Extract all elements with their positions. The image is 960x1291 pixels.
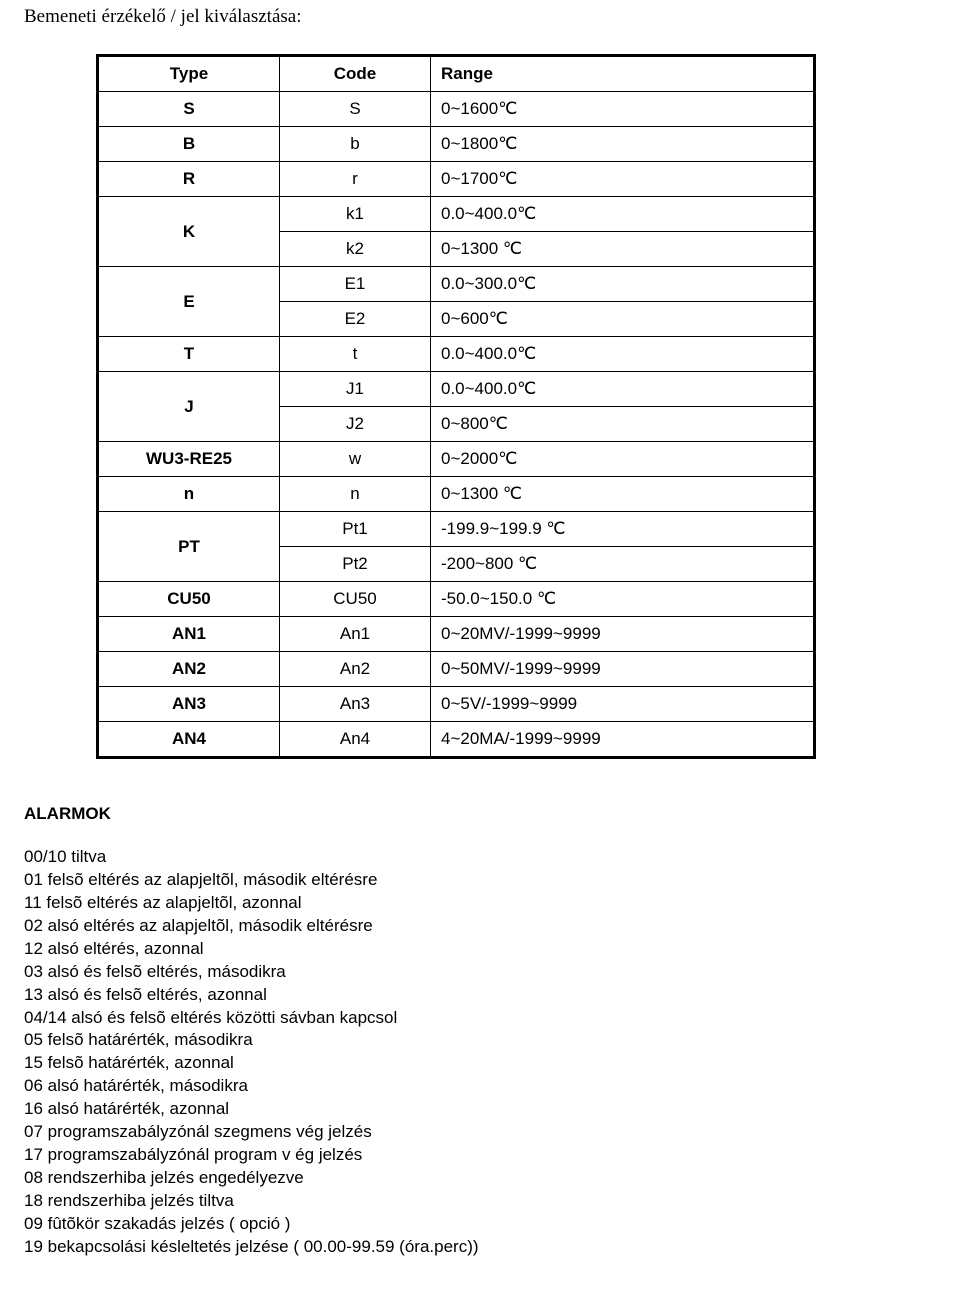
cell-range: 0~600℃ — [431, 302, 815, 337]
cell-range: 0~1300 ℃ — [431, 477, 815, 512]
cell-code: An2 — [280, 652, 431, 687]
cell-type: AN2 — [98, 652, 280, 687]
table-header-range: Range — [431, 56, 815, 92]
cell-code: J1 — [280, 372, 431, 407]
cell-code: An3 — [280, 687, 431, 722]
cell-range: 0~2000℃ — [431, 442, 815, 477]
cell-type: PT — [98, 512, 280, 582]
table-row: AN3An30~5V/-1999~9999 — [98, 687, 815, 722]
cell-type: AN3 — [98, 687, 280, 722]
alarm-line: 08 rendszerhiba jelzés engedélyezve — [24, 1167, 936, 1190]
cell-range: 0~20MV/-1999~9999 — [431, 617, 815, 652]
cell-type: J — [98, 372, 280, 442]
cell-range: 0~1300 ℃ — [431, 232, 815, 267]
cell-type: CU50 — [98, 582, 280, 617]
table-header-type: Type — [98, 56, 280, 92]
cell-code: n — [280, 477, 431, 512]
cell-range: 0~1800℃ — [431, 127, 815, 162]
table-row: WU3-RE25w0~2000℃ — [98, 442, 815, 477]
cell-code: E2 — [280, 302, 431, 337]
sensor-table-wrap: TypeCodeRangeSS0~1600℃Bb0~1800℃Rr0~1700℃… — [96, 54, 816, 759]
alarm-line: 02 alsó eltérés az alapjeltõl, második e… — [24, 915, 936, 938]
alarm-line: 03 alsó és felsõ eltérés, másodikra — [24, 961, 936, 984]
cell-type: WU3-RE25 — [98, 442, 280, 477]
cell-code: t — [280, 337, 431, 372]
cell-code: r — [280, 162, 431, 197]
cell-range: 0~1600℃ — [431, 92, 815, 127]
cell-range: -200~800 ℃ — [431, 547, 815, 582]
cell-range: 0~1700℃ — [431, 162, 815, 197]
table-row: AN2An20~50MV/-1999~9999 — [98, 652, 815, 687]
cell-range: 0.0~400.0℃ — [431, 197, 815, 232]
cell-code: J2 — [280, 407, 431, 442]
table-row: EE10.0~300.0℃ — [98, 267, 815, 302]
alarm-line: 06 alsó határérték, másodikra — [24, 1075, 936, 1098]
cell-code: An1 — [280, 617, 431, 652]
cell-range: 4~20MA/-1999~9999 — [431, 722, 815, 758]
cell-code: An4 — [280, 722, 431, 758]
cell-type: T — [98, 337, 280, 372]
alarm-line: 12 alsó eltérés, azonnal — [24, 938, 936, 961]
alarm-line: 16 alsó határérték, azonnal — [24, 1098, 936, 1121]
cell-type: B — [98, 127, 280, 162]
lead-text: Bemeneti érzékelő / jel kiválasztása: — [24, 6, 936, 28]
cell-type: E — [98, 267, 280, 337]
cell-range: 0.0~400.0℃ — [431, 372, 815, 407]
table-header-row: TypeCodeRange — [98, 56, 815, 92]
alarms-title: ALARMOK — [24, 803, 936, 826]
cell-code: k1 — [280, 197, 431, 232]
cell-code: k2 — [280, 232, 431, 267]
cell-code: b — [280, 127, 431, 162]
alarm-line: 19 bekapcsolási késleltetés jelzése ( 00… — [24, 1236, 936, 1259]
alarm-line: 18 rendszerhiba jelzés tiltva — [24, 1190, 936, 1213]
cell-type: R — [98, 162, 280, 197]
alarm-line: 15 felsõ határérték, azonnal — [24, 1052, 936, 1075]
alarm-line: 17 programszabályzónál program v ég jelz… — [24, 1144, 936, 1167]
cell-type: n — [98, 477, 280, 512]
alarm-line: 09 fûtõkör szakadás jelzés ( opció ) — [24, 1213, 936, 1236]
alarm-line: 13 alsó és felsõ eltérés, azonnal — [24, 984, 936, 1007]
cell-code: Pt1 — [280, 512, 431, 547]
table-row: Kk10.0~400.0℃ — [98, 197, 815, 232]
cell-range: -199.9~199.9 ℃ — [431, 512, 815, 547]
alarm-line: 05 felsõ határérték, másodikra — [24, 1029, 936, 1052]
table-row: Bb0~1800℃ — [98, 127, 815, 162]
cell-code: Pt2 — [280, 547, 431, 582]
table-header-code: Code — [280, 56, 431, 92]
table-row: PTPt1-199.9~199.9 ℃ — [98, 512, 815, 547]
table-row: JJ10.0~400.0℃ — [98, 372, 815, 407]
cell-range: 0.0~300.0℃ — [431, 267, 815, 302]
alarm-line: 04/14 alsó és felsõ eltérés közötti sávb… — [24, 1007, 936, 1030]
cell-code: CU50 — [280, 582, 431, 617]
cell-range: -50.0~150.0 ℃ — [431, 582, 815, 617]
cell-code: w — [280, 442, 431, 477]
table-row: AN1An10~20MV/-1999~9999 — [98, 617, 815, 652]
alarm-line: 07 programszabályzónál szegmens vég jelz… — [24, 1121, 936, 1144]
sensor-table: TypeCodeRangeSS0~1600℃Bb0~1800℃Rr0~1700℃… — [96, 54, 816, 759]
table-row: Rr0~1700℃ — [98, 162, 815, 197]
alarm-line: 11 felsõ eltérés az alapjeltõl, azonnal — [24, 892, 936, 915]
table-row: nn0~1300 ℃ — [98, 477, 815, 512]
cell-range: 0~800℃ — [431, 407, 815, 442]
cell-type: AN4 — [98, 722, 280, 758]
cell-type: AN1 — [98, 617, 280, 652]
page: Bemeneti érzékelő / jel kiválasztása: Ty… — [0, 0, 960, 1291]
cell-code: E1 — [280, 267, 431, 302]
alarms-section: ALARMOK 00/10 tiltva01 felsõ eltérés az … — [24, 803, 936, 1259]
cell-code: S — [280, 92, 431, 127]
cell-type: K — [98, 197, 280, 267]
table-row: SS0~1600℃ — [98, 92, 815, 127]
alarm-line: 00/10 tiltva — [24, 846, 936, 869]
table-row: AN4An44~20MA/-1999~9999 — [98, 722, 815, 758]
cell-range: 0.0~400.0℃ — [431, 337, 815, 372]
alarms-lines: 00/10 tiltva01 felsõ eltérés az alapjelt… — [24, 846, 936, 1259]
table-row: Tt0.0~400.0℃ — [98, 337, 815, 372]
cell-type: S — [98, 92, 280, 127]
table-row: CU50CU50-50.0~150.0 ℃ — [98, 582, 815, 617]
cell-range: 0~5V/-1999~9999 — [431, 687, 815, 722]
cell-range: 0~50MV/-1999~9999 — [431, 652, 815, 687]
alarm-line: 01 felsõ eltérés az alapjeltõl, második … — [24, 869, 936, 892]
